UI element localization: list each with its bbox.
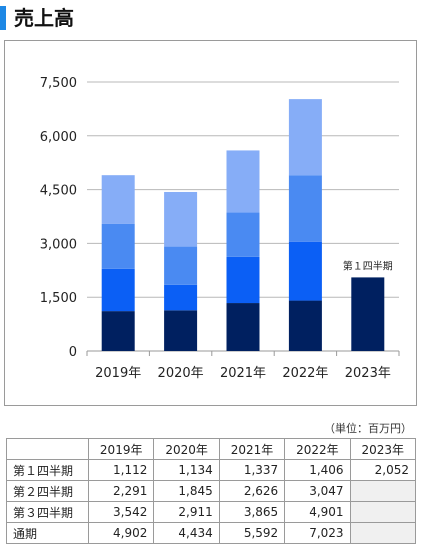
table-row: 第３四半期 3,542 2,911 3,865 4,901 — [6, 501, 417, 523]
table-row: 通期 4,902 4,434 5,592 7,023 — [6, 522, 417, 544]
table-cell: 2,291 — [87, 480, 155, 502]
column-header: 2020年 — [153, 438, 220, 460]
y-tick-label: 0 — [69, 345, 77, 360]
y-tick-label: 3,000 — [40, 237, 77, 252]
bar-segment — [226, 303, 260, 351]
y-tick-label: 4,500 — [40, 184, 77, 199]
table-cell: 1,134 — [153, 459, 220, 481]
bar-segment — [226, 256, 260, 304]
table-cell: 2,052 — [349, 459, 417, 481]
table-body: 第１四半期 1,112 1,134 1,337 1,406 2,052 第２四半期 2,291… — [6, 459, 417, 544]
table-cell — [349, 480, 417, 502]
bar-segment — [101, 311, 135, 351]
table-cell: 2,626 — [218, 480, 286, 502]
bar-segment — [101, 223, 135, 269]
bar-segment — [101, 175, 135, 224]
table-cell: 3,047 — [284, 480, 351, 502]
column-header: 2022年 — [284, 438, 351, 460]
row-label: 第２四半期 — [6, 480, 89, 502]
sales-table: 2019年 2020年 2021年 2022年 2023年 第１四半期 1,112 1,13… — [6, 438, 417, 544]
bar-segment — [164, 246, 198, 285]
unit-note: （単位：百万円） — [324, 422, 412, 435]
table-row: 第１四半期 1,112 1,134 1,337 1,406 2,052 — [6, 459, 417, 481]
table-cell: 3,542 — [87, 501, 155, 523]
row-label: 第３四半期 — [6, 501, 89, 523]
bar-segment — [164, 310, 198, 351]
y-tick-label: 1,500 — [40, 291, 77, 306]
table-cell: 4,434 — [153, 522, 220, 544]
table-cell: 3,865 — [218, 501, 286, 523]
x-tick-label: 2022年 — [282, 366, 328, 381]
table-cell — [349, 501, 417, 523]
bar-annotation: 第１四半期 — [343, 259, 393, 272]
bar-segment — [226, 212, 260, 257]
x-tick-label: 2023年 — [345, 366, 391, 381]
column-header: 2021年 — [218, 438, 286, 460]
x-tick-label: 2021年 — [220, 366, 266, 381]
row-label: 第１四半期 — [6, 459, 89, 481]
page-heading: 売上高 — [0, 4, 426, 32]
table-cell: 2,911 — [153, 501, 220, 523]
y-tick-label: 7,500 — [40, 76, 77, 91]
bar-segment — [288, 99, 322, 176]
y-tick-label: 6,000 — [40, 130, 77, 145]
table-row: 第２四半期 2,291 1,845 2,626 3,047 — [6, 480, 417, 502]
chart-panel: 0 1,500 3,000 4,500 6,000 7,500 2019年 2020年 2021… — [4, 40, 417, 406]
column-header: 2019年 — [87, 438, 155, 460]
table-cell: 4,901 — [284, 501, 351, 523]
x-tick-label: 2019年 — [95, 366, 141, 381]
bar-segment — [164, 284, 198, 311]
bar-segment — [351, 277, 385, 351]
row-label: 通期 — [6, 522, 89, 544]
bar-segment — [288, 241, 322, 301]
table-header-row: 2019年 2020年 2021年 2022年 2023年 — [6, 438, 417, 460]
bar-segment — [164, 191, 198, 247]
page-title: 売上高 — [14, 6, 74, 30]
bar-segment — [101, 268, 135, 312]
x-tick-label: 2020年 — [158, 366, 204, 381]
table-cell: 1,337 — [218, 459, 286, 481]
table-cell: 7,023 — [284, 522, 351, 544]
table-cell — [349, 522, 417, 544]
bar-segment — [288, 300, 322, 351]
table-cell: 1,406 — [284, 459, 351, 481]
heading-accent-bar — [0, 6, 6, 30]
stacked-bar-chart: 0 1,500 3,000 4,500 6,000 7,500 2019年 2020年 2021… — [40, 76, 400, 381]
bar-segment — [288, 175, 322, 242]
table-cell: 1,845 — [153, 480, 220, 502]
table-cell: 1,112 — [87, 459, 155, 481]
bar-segment — [226, 150, 260, 213]
column-header — [6, 438, 89, 460]
table-cell: 5,592 — [218, 522, 286, 544]
table-cell: 4,902 — [87, 522, 155, 544]
column-header: 2023年 — [349, 438, 417, 460]
